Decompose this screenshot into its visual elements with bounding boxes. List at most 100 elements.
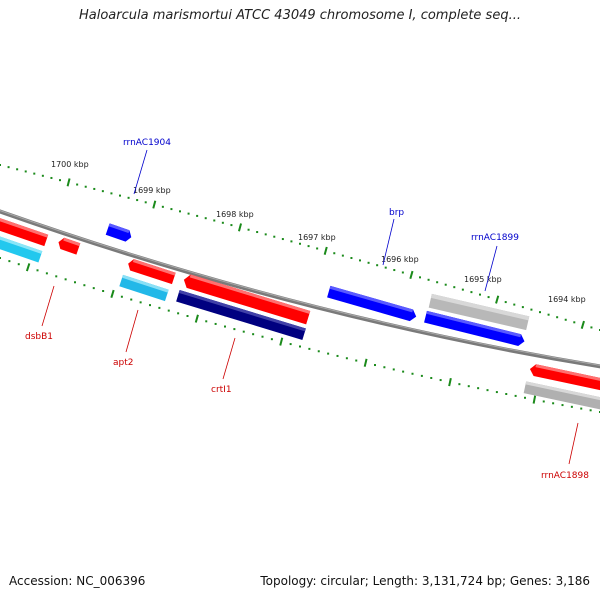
outer-major-tick (323, 246, 328, 255)
outer-minor-tick (530, 308, 533, 311)
outer-minor-tick (170, 208, 173, 211)
outer-minor-tick (419, 276, 421, 279)
inner-minor-tick (0, 257, 1, 259)
label-crtI1[interactable]: crtI1 (211, 385, 232, 395)
outer-minor-tick (376, 264, 379, 267)
label-brp[interactable]: brp (389, 208, 404, 218)
outer-minor-tick (41, 174, 44, 177)
outer-minor-tick (204, 217, 207, 220)
chromosome-backbone-highlight (0, 209, 600, 366)
label-leader-lines (41, 149, 579, 465)
inner-minor-tick (505, 393, 508, 396)
inner-minor-tick (64, 278, 67, 281)
label-apt2[interactable]: apt2 (113, 358, 133, 368)
outer-minor-tick (247, 228, 250, 231)
outer-minor-tick (59, 179, 61, 182)
label-rrnAC1899[interactable]: rrnAC1899 (471, 233, 519, 243)
outer-minor-tick (547, 313, 550, 316)
accession-text: Accession: NC_006396 (9, 574, 146, 588)
outer-major-tick (66, 178, 71, 187)
gene-rrnAC1904[interactable] (105, 223, 134, 242)
kbp-label-1695: 1695 kbp (464, 275, 502, 284)
kbp-label-1694: 1694 kbp (548, 295, 586, 304)
inner-minor-tick (102, 290, 105, 293)
inner-major-tick (532, 395, 537, 404)
inner-minor-tick (252, 333, 255, 336)
outer-minor-tick (50, 176, 53, 179)
outer-minor-tick (187, 212, 190, 215)
inner-tick-ring (0, 257, 600, 413)
inner-minor-tick (214, 322, 217, 325)
inner-minor-tick (570, 405, 573, 408)
kbp-label-1697: 1697 kbp (298, 233, 336, 242)
outer-minor-tick (273, 235, 276, 238)
outer-minor-tick (307, 245, 310, 248)
gene-dsbB1[interactable] (57, 236, 81, 255)
gene-cyan-left[interactable] (0, 231, 43, 263)
gene-red-long[interactable] (182, 273, 311, 325)
kbp-label-1700: 1700 kbp (51, 160, 89, 169)
outer-minor-tick (213, 219, 216, 222)
inner-minor-tick (205, 320, 208, 323)
outer-minor-tick (384, 266, 387, 269)
outer-minor-tick (7, 166, 10, 169)
inner-minor-tick (177, 312, 180, 315)
outer-minor-tick (453, 286, 456, 289)
gene-red-right[interactable] (529, 363, 600, 393)
kbp-label-1696: 1696 kbp (381, 255, 419, 264)
inner-minor-tick (74, 281, 76, 284)
inner-minor-tick (308, 347, 311, 350)
gene-red-left-1[interactable] (0, 214, 49, 247)
gene-brp[interactable] (327, 285, 418, 323)
outer-minor-tick (573, 321, 576, 324)
gene-rrnAC1898[interactable] (523, 381, 600, 411)
gene-apt2[interactable] (119, 274, 169, 302)
inner-minor-tick (167, 309, 170, 312)
inner-minor-tick (299, 345, 301, 348)
inner-minor-tick (355, 359, 358, 362)
inner-minor-tick (139, 301, 142, 304)
inner-minor-tick (270, 338, 273, 341)
outer-minor-tick (359, 259, 361, 262)
outer-minor-tick (0, 164, 1, 166)
inner-major-tick (194, 314, 199, 323)
gene-rrnAC1899[interactable] (428, 293, 530, 331)
outer-minor-tick (341, 254, 344, 257)
outer-minor-tick (316, 247, 319, 250)
inner-minor-tick (8, 260, 11, 263)
inner-major-tick (25, 263, 31, 272)
outer-minor-tick (24, 170, 27, 173)
outer-minor-tick (393, 269, 396, 272)
outer-minor-tick (427, 278, 430, 281)
inner-minor-tick (83, 284, 86, 287)
outer-minor-tick (256, 231, 259, 234)
inner-minor-tick (224, 325, 226, 328)
inner-minor-tick (233, 328, 236, 331)
outer-major-tick (580, 320, 585, 329)
inner-minor-tick (495, 391, 498, 394)
outer-minor-tick (564, 318, 567, 321)
inner-minor-tick (524, 396, 526, 399)
outer-minor-tick (144, 201, 147, 204)
inner-minor-tick (345, 357, 348, 360)
outer-minor-tick (401, 271, 404, 274)
outer-minor-tick (504, 301, 507, 304)
inner-minor-tick (486, 389, 489, 392)
outer-minor-tick (136, 199, 139, 202)
inner-minor-tick (514, 394, 517, 397)
outer-minor-tick (281, 238, 284, 241)
outer-major-tick (495, 295, 500, 304)
gene-blue-rev[interactable] (424, 310, 526, 347)
inner-minor-tick (149, 304, 151, 307)
gene-crtI1[interactable] (176, 289, 306, 341)
label-dsbB1[interactable]: dsbB1 (25, 332, 53, 342)
outer-minor-tick (590, 326, 593, 329)
label-rrnAC1904[interactable]: rrnAC1904 (123, 138, 171, 148)
outer-minor-tick (436, 281, 439, 284)
inner-minor-tick (45, 272, 48, 275)
gene-red-apt2-top[interactable] (126, 258, 176, 285)
outer-tick-ring (0, 164, 600, 331)
outer-minor-tick (333, 252, 336, 255)
label-rrnAC1898[interactable]: rrnAC1898 (541, 471, 589, 481)
